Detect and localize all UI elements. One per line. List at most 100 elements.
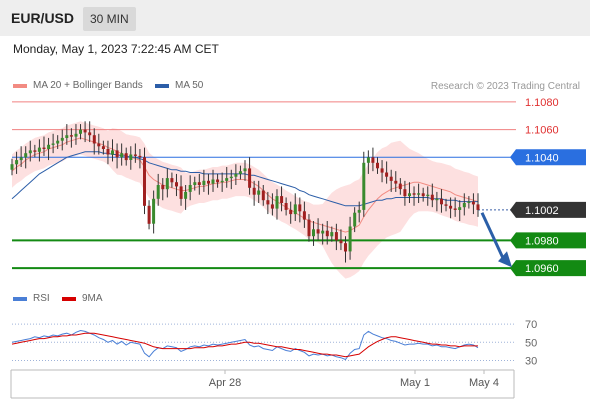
candle-body [101,146,105,149]
candle-body [79,129,82,134]
candle-body [421,193,425,197]
candle-body [238,171,242,174]
9ma-swatch [62,296,76,301]
candle-body [398,183,402,190]
candle-body [316,229,320,234]
rsi-tick-label-0: 70 [525,319,537,331]
candle-body [24,153,28,158]
candle-body [417,193,421,195]
candle-body [152,198,156,224]
rsi-series-0 [11,329,479,361]
candle-body [220,180,224,183]
candle-body [344,243,347,252]
candle-body [403,189,407,197]
last-price-tag [510,201,586,218]
candle-body [430,194,434,201]
rsi-swatch [13,296,27,301]
rsi-tick-label-1: 50 [525,337,537,349]
candle-body [362,162,366,210]
candle-body [435,198,439,201]
x-tick-label-1: May 1 [400,377,430,389]
candle-body [175,182,178,187]
candle-body [115,150,119,158]
level-label-5: 1.0960 [525,263,559,275]
candle-body [33,150,37,152]
candle-body [83,129,87,133]
candle-body [389,176,393,181]
candle-body [449,205,453,209]
bollinger-band [12,121,478,279]
candle-body [28,150,32,154]
candle-body [385,172,389,177]
candle-body [248,168,252,188]
candle-body [60,137,64,141]
level-label-4: 1.0980 [525,235,559,247]
candle-body [188,185,192,192]
forecast-arrow-head [498,251,512,268]
candle-body [280,196,284,203]
candle-body [394,180,398,184]
candle-body [143,157,146,206]
candle-body [170,178,174,183]
candle-body [371,157,375,163]
candle-body [293,204,297,215]
ma50-legend-label: MA 50 [175,80,204,91]
interval-button[interactable]: 30 MIN [83,7,136,31]
last-price-label: 1.1002 [525,205,559,217]
candle-body [97,143,101,147]
candle-body [65,135,69,138]
ma20-swatch [13,83,27,88]
candle-body [302,211,306,220]
candle-body [330,232,334,237]
candle-body [440,198,443,205]
candle-body [184,191,188,199]
level-tag-5 [510,260,586,277]
candle-body [161,185,165,190]
candle-body [339,240,343,244]
candle-body [325,230,329,237]
candle-body [179,186,183,199]
rsi-series-1 [11,332,478,358]
candle-body [197,182,201,185]
candle-body [120,153,124,158]
candle-body [467,201,471,203]
candle-body [462,203,466,208]
level-tag-2 [510,149,586,166]
level-label-2: 1.1040 [525,152,559,164]
rsi-legend-label: RSI [33,293,50,304]
candle-body [19,157,23,161]
candle-body [348,226,352,252]
ma50-swatch [155,83,169,88]
instrument-label: EUR/USD [11,10,75,26]
candle-body [92,135,96,144]
candle-body [106,149,110,155]
9ma-legend-label: 9MA [82,293,103,304]
candle-body [216,179,220,183]
forecast-arrow-shaft [480,212,506,261]
candle-body [380,168,384,173]
legend-ma20: MA 20 + Bollinger Bands [13,80,143,91]
legend-rsi: RSI [13,293,50,304]
x-tick-label-0: Apr 28 [209,377,241,389]
candle-body [74,133,78,137]
candle-body [307,219,311,237]
datetime-label: Monday, May 1, 2023 7:22:45 AM CET [13,42,219,56]
candle-body [193,182,197,185]
candle-body [15,160,19,165]
candle-body [289,209,293,215]
candle-body [261,190,265,201]
candle-body [225,178,229,181]
candle-body [444,204,448,206]
resistance-label-1: 1.1060 [525,125,559,137]
ma20-legend-label: MA 20 + Bollinger Bands [33,80,143,91]
legend-ma50: MA 50 [155,80,203,91]
candle-body [476,204,480,210]
level-tag-4 [510,232,586,249]
candle-body [88,132,92,136]
candle-body [376,162,379,169]
credit-label: Research © 2023 Trading Central [430,81,580,92]
candle-body [321,230,325,234]
candle-body [252,187,256,195]
candle-body [234,173,238,177]
